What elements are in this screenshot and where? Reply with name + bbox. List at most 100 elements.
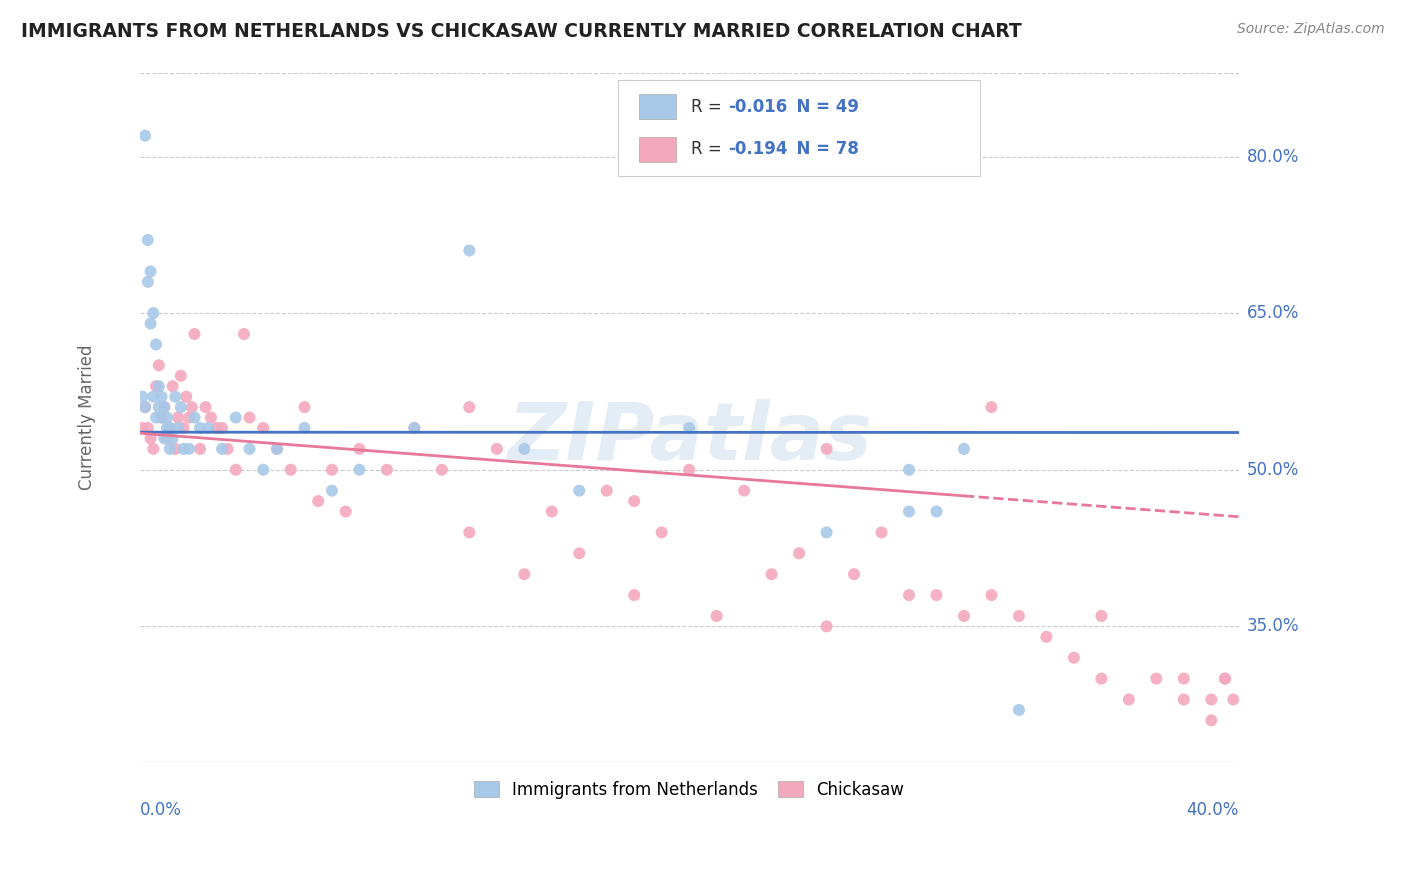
Point bbox=[145, 379, 167, 393]
Point bbox=[156, 432, 179, 446]
Text: -0.016: -0.016 bbox=[728, 98, 787, 116]
Point bbox=[188, 421, 211, 435]
Point bbox=[167, 410, 190, 425]
Point bbox=[294, 421, 316, 435]
Point bbox=[1213, 672, 1236, 686]
Point bbox=[131, 390, 153, 404]
Point bbox=[153, 400, 176, 414]
Point bbox=[568, 483, 591, 498]
Point bbox=[134, 128, 156, 143]
Text: -0.194: -0.194 bbox=[728, 140, 787, 159]
Point bbox=[136, 275, 159, 289]
Point bbox=[980, 400, 1002, 414]
Point bbox=[1118, 692, 1140, 706]
Point bbox=[148, 400, 170, 414]
Point bbox=[815, 619, 838, 633]
Point bbox=[623, 494, 645, 508]
Point bbox=[173, 442, 195, 456]
Point bbox=[134, 400, 156, 414]
Text: 40.0%: 40.0% bbox=[1187, 801, 1239, 819]
Point bbox=[159, 421, 181, 435]
Point bbox=[925, 504, 948, 518]
Text: IMMIGRANTS FROM NETHERLANDS VS CHICKASAW CURRENTLY MARRIED CORRELATION CHART: IMMIGRANTS FROM NETHERLANDS VS CHICKASAW… bbox=[21, 22, 1022, 41]
Point bbox=[458, 244, 481, 258]
Point bbox=[925, 588, 948, 602]
Point bbox=[145, 410, 167, 425]
Point bbox=[142, 442, 165, 456]
Point bbox=[678, 421, 700, 435]
Point bbox=[162, 379, 184, 393]
Text: N = 78: N = 78 bbox=[785, 140, 859, 159]
Point bbox=[238, 442, 260, 456]
Point bbox=[200, 410, 222, 425]
Point bbox=[174, 390, 197, 404]
Point bbox=[142, 390, 165, 404]
Point bbox=[513, 567, 536, 582]
Point bbox=[733, 483, 755, 498]
Point bbox=[238, 410, 260, 425]
Point bbox=[183, 410, 205, 425]
Point bbox=[458, 400, 481, 414]
Point bbox=[1144, 672, 1167, 686]
Legend: Immigrants from Netherlands, Chickasaw: Immigrants from Netherlands, Chickasaw bbox=[467, 774, 911, 805]
Point bbox=[170, 368, 193, 383]
FancyBboxPatch shape bbox=[617, 80, 980, 177]
Point bbox=[458, 525, 481, 540]
Bar bbox=[638, 95, 676, 120]
Point bbox=[170, 400, 193, 414]
Text: 80.0%: 80.0% bbox=[1247, 147, 1299, 166]
Point bbox=[139, 264, 162, 278]
Point bbox=[1063, 650, 1085, 665]
Text: 35.0%: 35.0% bbox=[1247, 617, 1299, 635]
Point bbox=[321, 483, 343, 498]
Point bbox=[183, 326, 205, 341]
Point bbox=[980, 588, 1002, 602]
Point bbox=[266, 442, 288, 456]
Point bbox=[842, 567, 865, 582]
Point bbox=[145, 337, 167, 351]
Point bbox=[404, 421, 426, 435]
Point bbox=[197, 421, 219, 435]
Point bbox=[252, 463, 274, 477]
Point bbox=[180, 400, 202, 414]
Point bbox=[156, 410, 179, 425]
Point bbox=[1201, 692, 1223, 706]
Point bbox=[898, 588, 921, 602]
Point bbox=[678, 463, 700, 477]
Point bbox=[153, 432, 176, 446]
Point bbox=[188, 442, 211, 456]
Point bbox=[131, 421, 153, 435]
Point bbox=[1090, 609, 1112, 624]
Point bbox=[349, 463, 371, 477]
Point bbox=[148, 379, 170, 393]
Point bbox=[266, 442, 288, 456]
Text: R =: R = bbox=[692, 140, 727, 159]
Point bbox=[173, 421, 195, 435]
Point bbox=[349, 442, 371, 456]
Point bbox=[335, 504, 357, 518]
Point bbox=[142, 306, 165, 320]
Point bbox=[953, 609, 976, 624]
Point bbox=[134, 400, 156, 414]
Point bbox=[596, 483, 619, 498]
Point bbox=[815, 525, 838, 540]
Point bbox=[953, 442, 976, 456]
Text: 50.0%: 50.0% bbox=[1247, 461, 1299, 479]
Point bbox=[148, 359, 170, 373]
Point bbox=[153, 400, 176, 414]
Point bbox=[167, 421, 190, 435]
Point bbox=[787, 546, 810, 560]
Point bbox=[1090, 672, 1112, 686]
Point bbox=[485, 442, 508, 456]
Point bbox=[280, 463, 302, 477]
Text: R =: R = bbox=[692, 98, 727, 116]
Text: N = 49: N = 49 bbox=[785, 98, 859, 116]
Point bbox=[225, 463, 247, 477]
Point bbox=[165, 442, 187, 456]
Point bbox=[252, 421, 274, 435]
Point bbox=[150, 410, 173, 425]
Point bbox=[898, 463, 921, 477]
Point bbox=[651, 525, 673, 540]
Point bbox=[540, 504, 562, 518]
Point bbox=[815, 442, 838, 456]
